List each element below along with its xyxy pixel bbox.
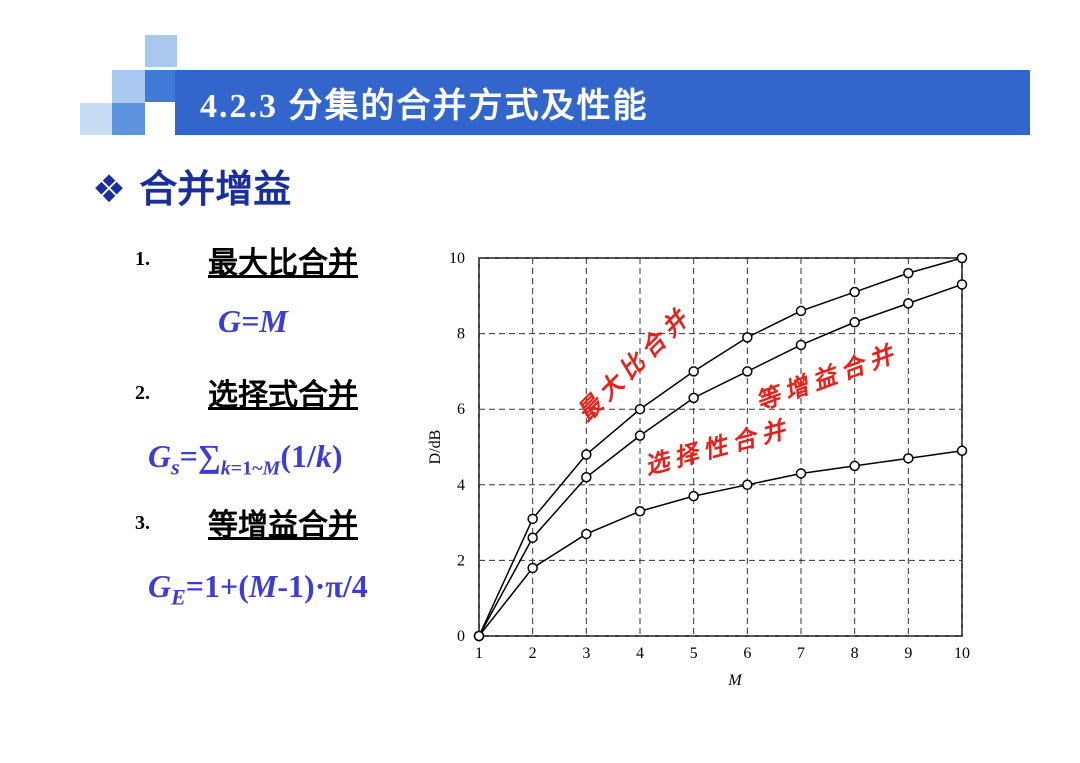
heading: ❖ 合并增益 (92, 167, 292, 211)
point (795, 468, 807, 479)
series-line (478, 257, 963, 637)
x-tick-label: 3 (582, 645, 590, 662)
item-number: 1. (135, 248, 150, 270)
x-tick-label: 9 (904, 645, 912, 662)
point (688, 366, 699, 377)
point (634, 403, 646, 415)
f: =1~ (230, 457, 263, 480)
y-tick-label: 10 (449, 250, 465, 267)
item-number: 3. (135, 512, 150, 534)
series-label: 等增益合并 (752, 340, 902, 417)
x-tick-label: 5 (690, 645, 698, 662)
y-tick-label: 6 (457, 401, 465, 418)
point (903, 453, 914, 464)
point (956, 445, 968, 457)
f: ) (331, 438, 343, 474)
f: k (220, 457, 231, 480)
point (742, 366, 753, 377)
y-tick-label: 2 (457, 552, 465, 569)
point (688, 490, 699, 502)
y-axis-label: D/dB (427, 430, 444, 465)
f: =1+( (185, 568, 249, 604)
point (527, 562, 538, 574)
deco (145, 35, 177, 67)
deco (145, 70, 177, 102)
f: =∑ (179, 438, 221, 474)
deco (112, 70, 145, 103)
point (903, 267, 914, 279)
point (634, 506, 646, 517)
deco (80, 103, 112, 135)
y-tick-label: 8 (457, 326, 465, 343)
formula: Gs=∑k=1~M(1/k) (148, 438, 343, 480)
point (742, 332, 753, 343)
f: G (148, 438, 172, 474)
point (688, 392, 699, 404)
formula: G=M (218, 303, 288, 339)
x-axis-label: M (727, 672, 743, 689)
point (634, 430, 646, 441)
item-name: 最大比合并 (208, 246, 358, 281)
x-tick-label: 8 (851, 645, 859, 662)
f: E (171, 584, 186, 610)
y-tick-label: 4 (457, 477, 465, 494)
x-tick-label: 6 (743, 645, 751, 662)
point (956, 252, 968, 264)
y-tick-label: 0 (457, 628, 465, 645)
x-tick-label: 2 (529, 645, 537, 662)
item-number: 2. (135, 382, 150, 404)
point (742, 479, 753, 491)
f: s (171, 454, 180, 480)
x-tick-label: 10 (954, 645, 970, 662)
formula: GE=1+(M-1)·π/4 (148, 568, 368, 610)
x-tick-label: 4 (636, 645, 644, 662)
x-tick-label: 7 (797, 645, 805, 662)
deco (112, 103, 145, 135)
series-line (478, 450, 963, 637)
f: G (148, 568, 172, 604)
f: -1)·π/4 (277, 568, 368, 604)
point (581, 528, 592, 540)
point (795, 339, 807, 351)
f: k (315, 438, 332, 474)
point (581, 471, 592, 483)
point (527, 513, 538, 525)
point (473, 630, 485, 642)
point (795, 305, 807, 317)
point (527, 532, 538, 543)
series-line (478, 283, 963, 637)
title: 4.2.3 分集的合并方式及性能 (200, 88, 649, 125)
f: M (262, 457, 281, 480)
point (581, 449, 592, 460)
f: M (248, 568, 278, 604)
point (849, 317, 860, 328)
point (849, 460, 860, 472)
point (849, 286, 860, 298)
point (956, 279, 968, 290)
f: (1/ (280, 438, 316, 474)
series-label: 选择性合并 (642, 415, 794, 480)
x-tick-label: 1 (475, 645, 483, 662)
item-name: 等增益合并 (208, 508, 358, 543)
item-name: 选择式合并 (208, 378, 358, 413)
title-bar (175, 70, 1030, 135)
point (903, 298, 914, 309)
